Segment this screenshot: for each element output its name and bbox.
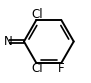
Text: Cl: Cl xyxy=(31,62,43,75)
Text: N: N xyxy=(4,35,13,48)
Text: Cl: Cl xyxy=(31,8,43,21)
Text: F: F xyxy=(58,62,64,75)
